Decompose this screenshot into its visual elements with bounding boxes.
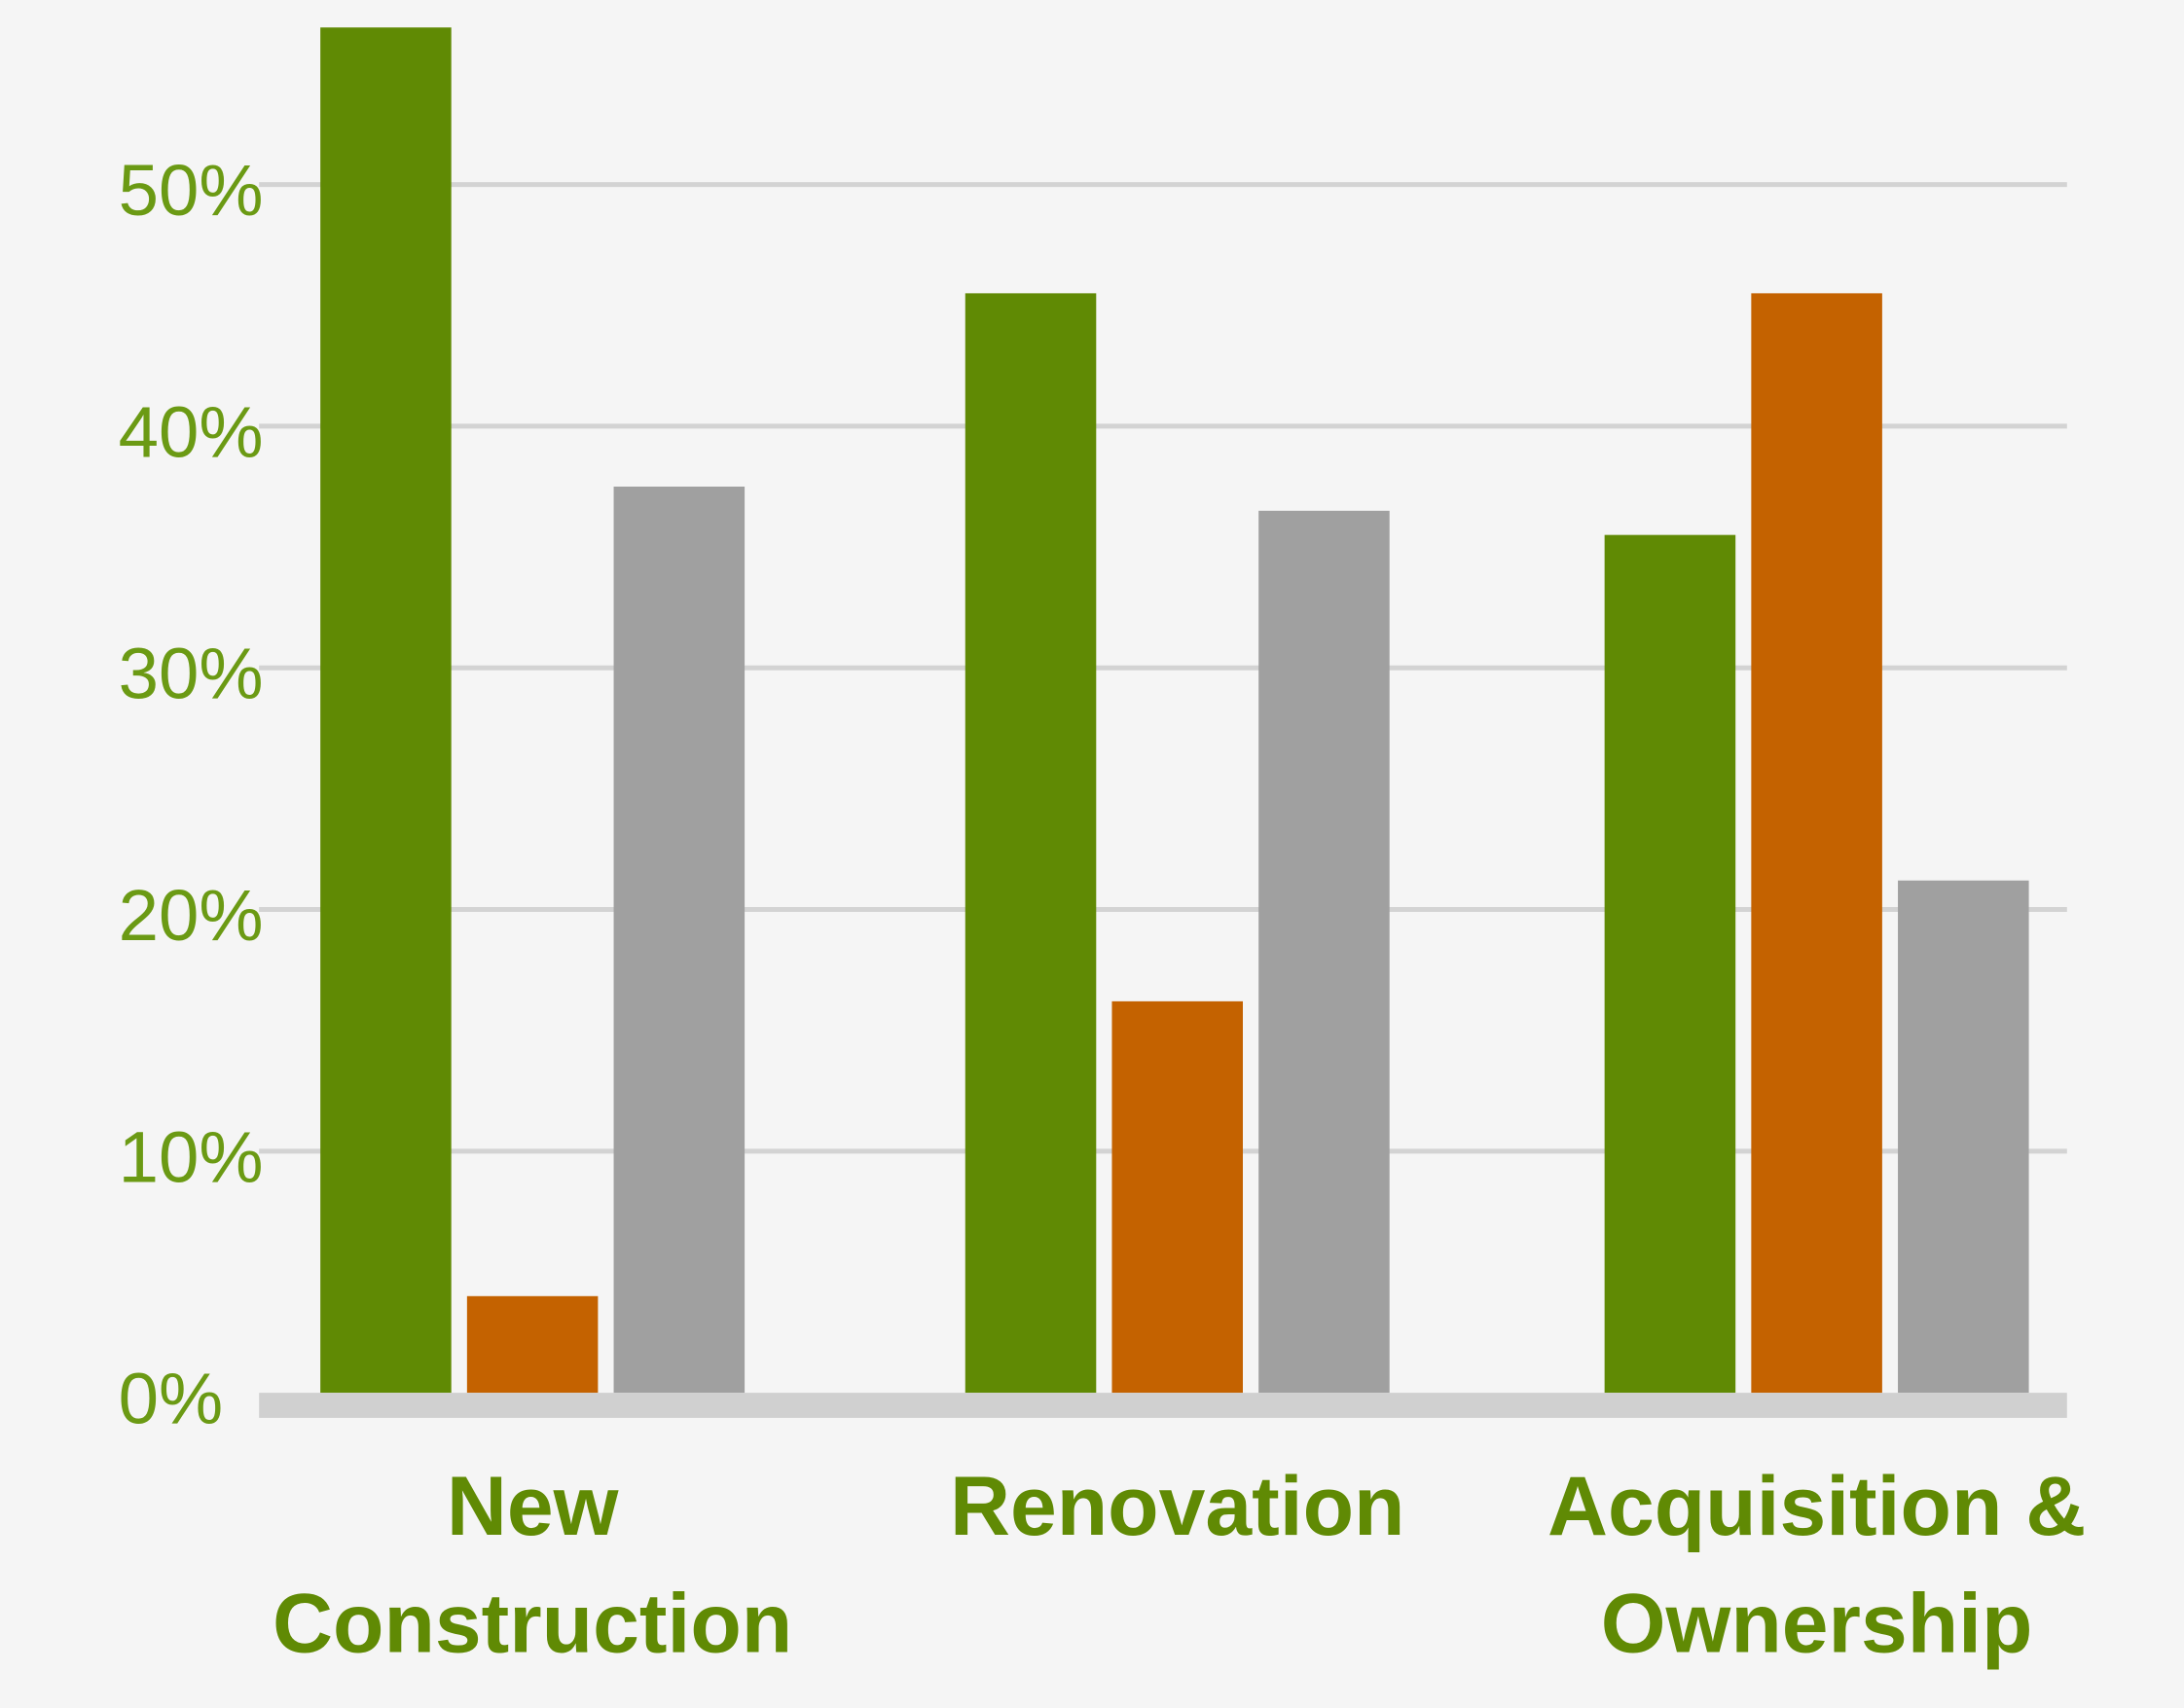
category-label: Acquisition & — [1547, 1460, 2086, 1553]
x-axis-baseline-band — [259, 1393, 2067, 1418]
y-tick-label: 10% — [119, 1116, 264, 1197]
bar-3-3 — [1898, 880, 2029, 1394]
category-label: New — [447, 1460, 619, 1553]
y-tick-label: 30% — [119, 634, 264, 714]
bar-1-2 — [965, 293, 1097, 1394]
y-axis-tick-labels: 0% 10% 20% 30% 40% 50% — [119, 150, 264, 1438]
y-tick-label: 20% — [119, 875, 264, 956]
bar-3-2 — [1258, 510, 1390, 1394]
bar-1-3 — [1604, 534, 1736, 1394]
x-axis-baseline — [259, 1393, 2067, 1418]
y-tick-label: 0% — [119, 1359, 224, 1439]
bar-2-2 — [1111, 1000, 1243, 1394]
bar-3-1 — [613, 486, 746, 1394]
category-label: Renovation — [950, 1460, 1405, 1553]
bar-1-1 — [320, 27, 452, 1394]
bar-2-1 — [466, 1295, 599, 1394]
category-label: Construction — [273, 1577, 792, 1670]
y-tick-label: 40% — [119, 391, 264, 472]
category-label: Ownership — [1601, 1577, 2033, 1670]
x-axis-category-labels: New Construction Renovation Acquisition & Ow… — [273, 1460, 2086, 1670]
bar-2-3 — [1751, 293, 1882, 1394]
y-tick-label: 50% — [119, 150, 264, 231]
bars — [320, 27, 2029, 1394]
